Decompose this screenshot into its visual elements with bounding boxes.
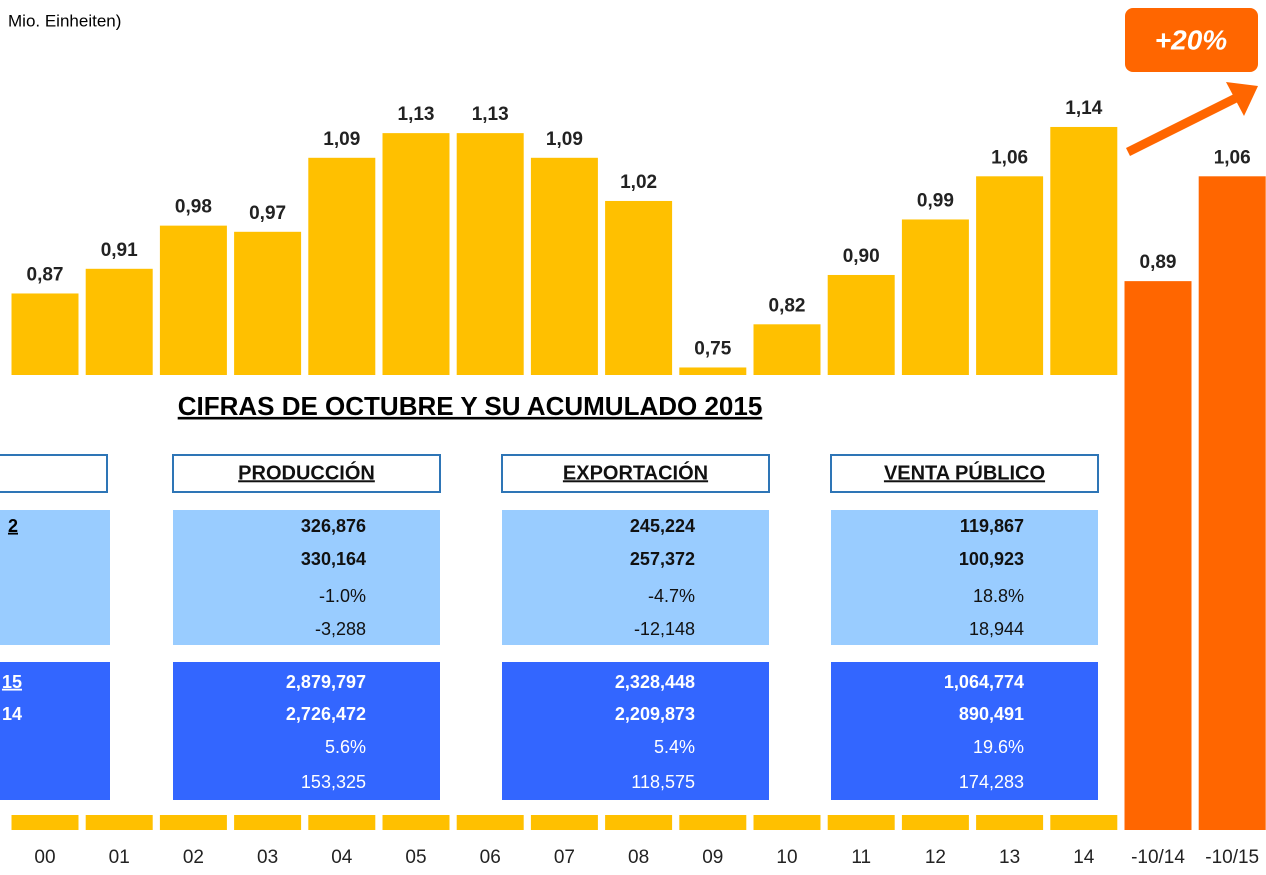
cell: -1.0% (319, 586, 366, 606)
row-label: 14 (2, 704, 22, 724)
cell: 330,164 (301, 549, 366, 569)
annotation: +20% (1155, 24, 1227, 55)
x-tick-label: 01 (109, 847, 130, 868)
value-label: 0,99 (917, 190, 954, 211)
column-header: PRODUCCIÓN (238, 460, 375, 484)
x-tick-label: 14 (1073, 847, 1095, 868)
month-block (831, 510, 1098, 645)
cell: 174,283 (959, 772, 1024, 792)
cell: 100,923 (959, 549, 1024, 569)
month-block (502, 510, 769, 645)
x-tick-label: -10/14 (1131, 847, 1185, 868)
column-header: VENTA PÚBLICO (884, 460, 1045, 484)
arrow-shaft (1125, 92, 1241, 157)
cell: 153,325 (301, 772, 366, 792)
cell: 326,876 (301, 516, 366, 536)
cumulative-block (173, 662, 440, 800)
cell: 18.8% (973, 586, 1024, 606)
value-label: 1,06 (991, 147, 1028, 168)
table-title: CIFRAS DE OCTUBRE Y SU ACUMULADO 2015 (178, 391, 763, 421)
value-label: 1,13 (472, 104, 509, 125)
row-label: 2 (8, 516, 18, 536)
cell: 2,879,797 (286, 672, 366, 692)
cell: -12,148 (634, 619, 695, 639)
value-label: 0,75 (694, 338, 731, 359)
column-header-box (172, 454, 441, 493)
x-tick-label: 13 (999, 847, 1020, 868)
column-header-box (0, 454, 108, 493)
column-header-box (830, 454, 1099, 493)
column-header-box (501, 454, 770, 493)
bar (1198, 176, 1266, 831)
value-label: 0,91 (101, 240, 138, 261)
row-label: 15 (2, 672, 22, 692)
cumulative-block (0, 662, 110, 800)
cell: 5.4% (654, 737, 695, 757)
x-tick-label: 07 (554, 847, 575, 868)
value-label: 0,97 (249, 203, 286, 224)
cell: 5.6% (325, 737, 366, 757)
x-tick-label: 06 (480, 847, 501, 868)
cell: 118,575 (631, 772, 695, 792)
value-label: 1,02 (620, 172, 657, 193)
value-label: 0,82 (769, 295, 806, 316)
x-tick-label: 08 (628, 847, 649, 868)
x-tick-label: 11 (851, 847, 871, 868)
x-tick-label: 03 (257, 847, 278, 868)
x-tick-label: 04 (331, 847, 353, 868)
cell: -4.7% (648, 586, 695, 606)
value-label: 0,98 (175, 197, 212, 218)
cell: 2,209,873 (615, 704, 695, 724)
x-tick-label: 09 (702, 847, 723, 868)
cell: 890,491 (959, 704, 1024, 724)
value-label: 1,09 (546, 129, 583, 150)
value-label: 0,87 (27, 264, 64, 285)
value-label: 0,89 (1140, 252, 1177, 273)
cell: 2,328,448 (615, 672, 695, 692)
month-block (0, 510, 110, 645)
x-tick-label: 00 (34, 847, 55, 868)
cell: 257,372 (630, 549, 695, 569)
value-label: 1,13 (398, 104, 435, 125)
cell: 119,867 (960, 516, 1024, 536)
column-header: EXPORTACIÓN (563, 460, 708, 484)
cell: 245,224 (630, 516, 695, 536)
value-label: 0,90 (843, 246, 880, 267)
x-tick-label: 10 (776, 847, 797, 868)
value-label: 1,14 (1065, 98, 1102, 119)
x-tick-label: 05 (405, 847, 426, 868)
table: DOPRODUCCIÓNEXPORTACIÓNVENTA PÚBLICO2151… (0, 454, 1099, 800)
cell: -3,288 (315, 619, 366, 639)
value-label: 1,06 (1214, 147, 1251, 168)
bar (1124, 281, 1192, 831)
cell: 2,726,472 (286, 704, 366, 724)
value-label: 1,09 (323, 129, 360, 150)
arrow-head (1226, 82, 1258, 116)
cell: 19.6% (973, 737, 1024, 757)
cell: 1,064,774 (944, 672, 1024, 692)
x-tick-label: -10/15 (1205, 847, 1259, 868)
x-tick-label: 02 (183, 847, 204, 868)
front-bars: 0,89 1,06 (1124, 147, 1266, 831)
cumulative-block (831, 662, 1098, 800)
chart-title: Mio. Einheiten) (8, 11, 121, 30)
x-tick-label: 12 (925, 847, 946, 868)
cumulative-block (502, 662, 769, 800)
cell: 18,944 (969, 619, 1024, 639)
annotation-box (1125, 8, 1258, 72)
month-block (173, 510, 440, 645)
